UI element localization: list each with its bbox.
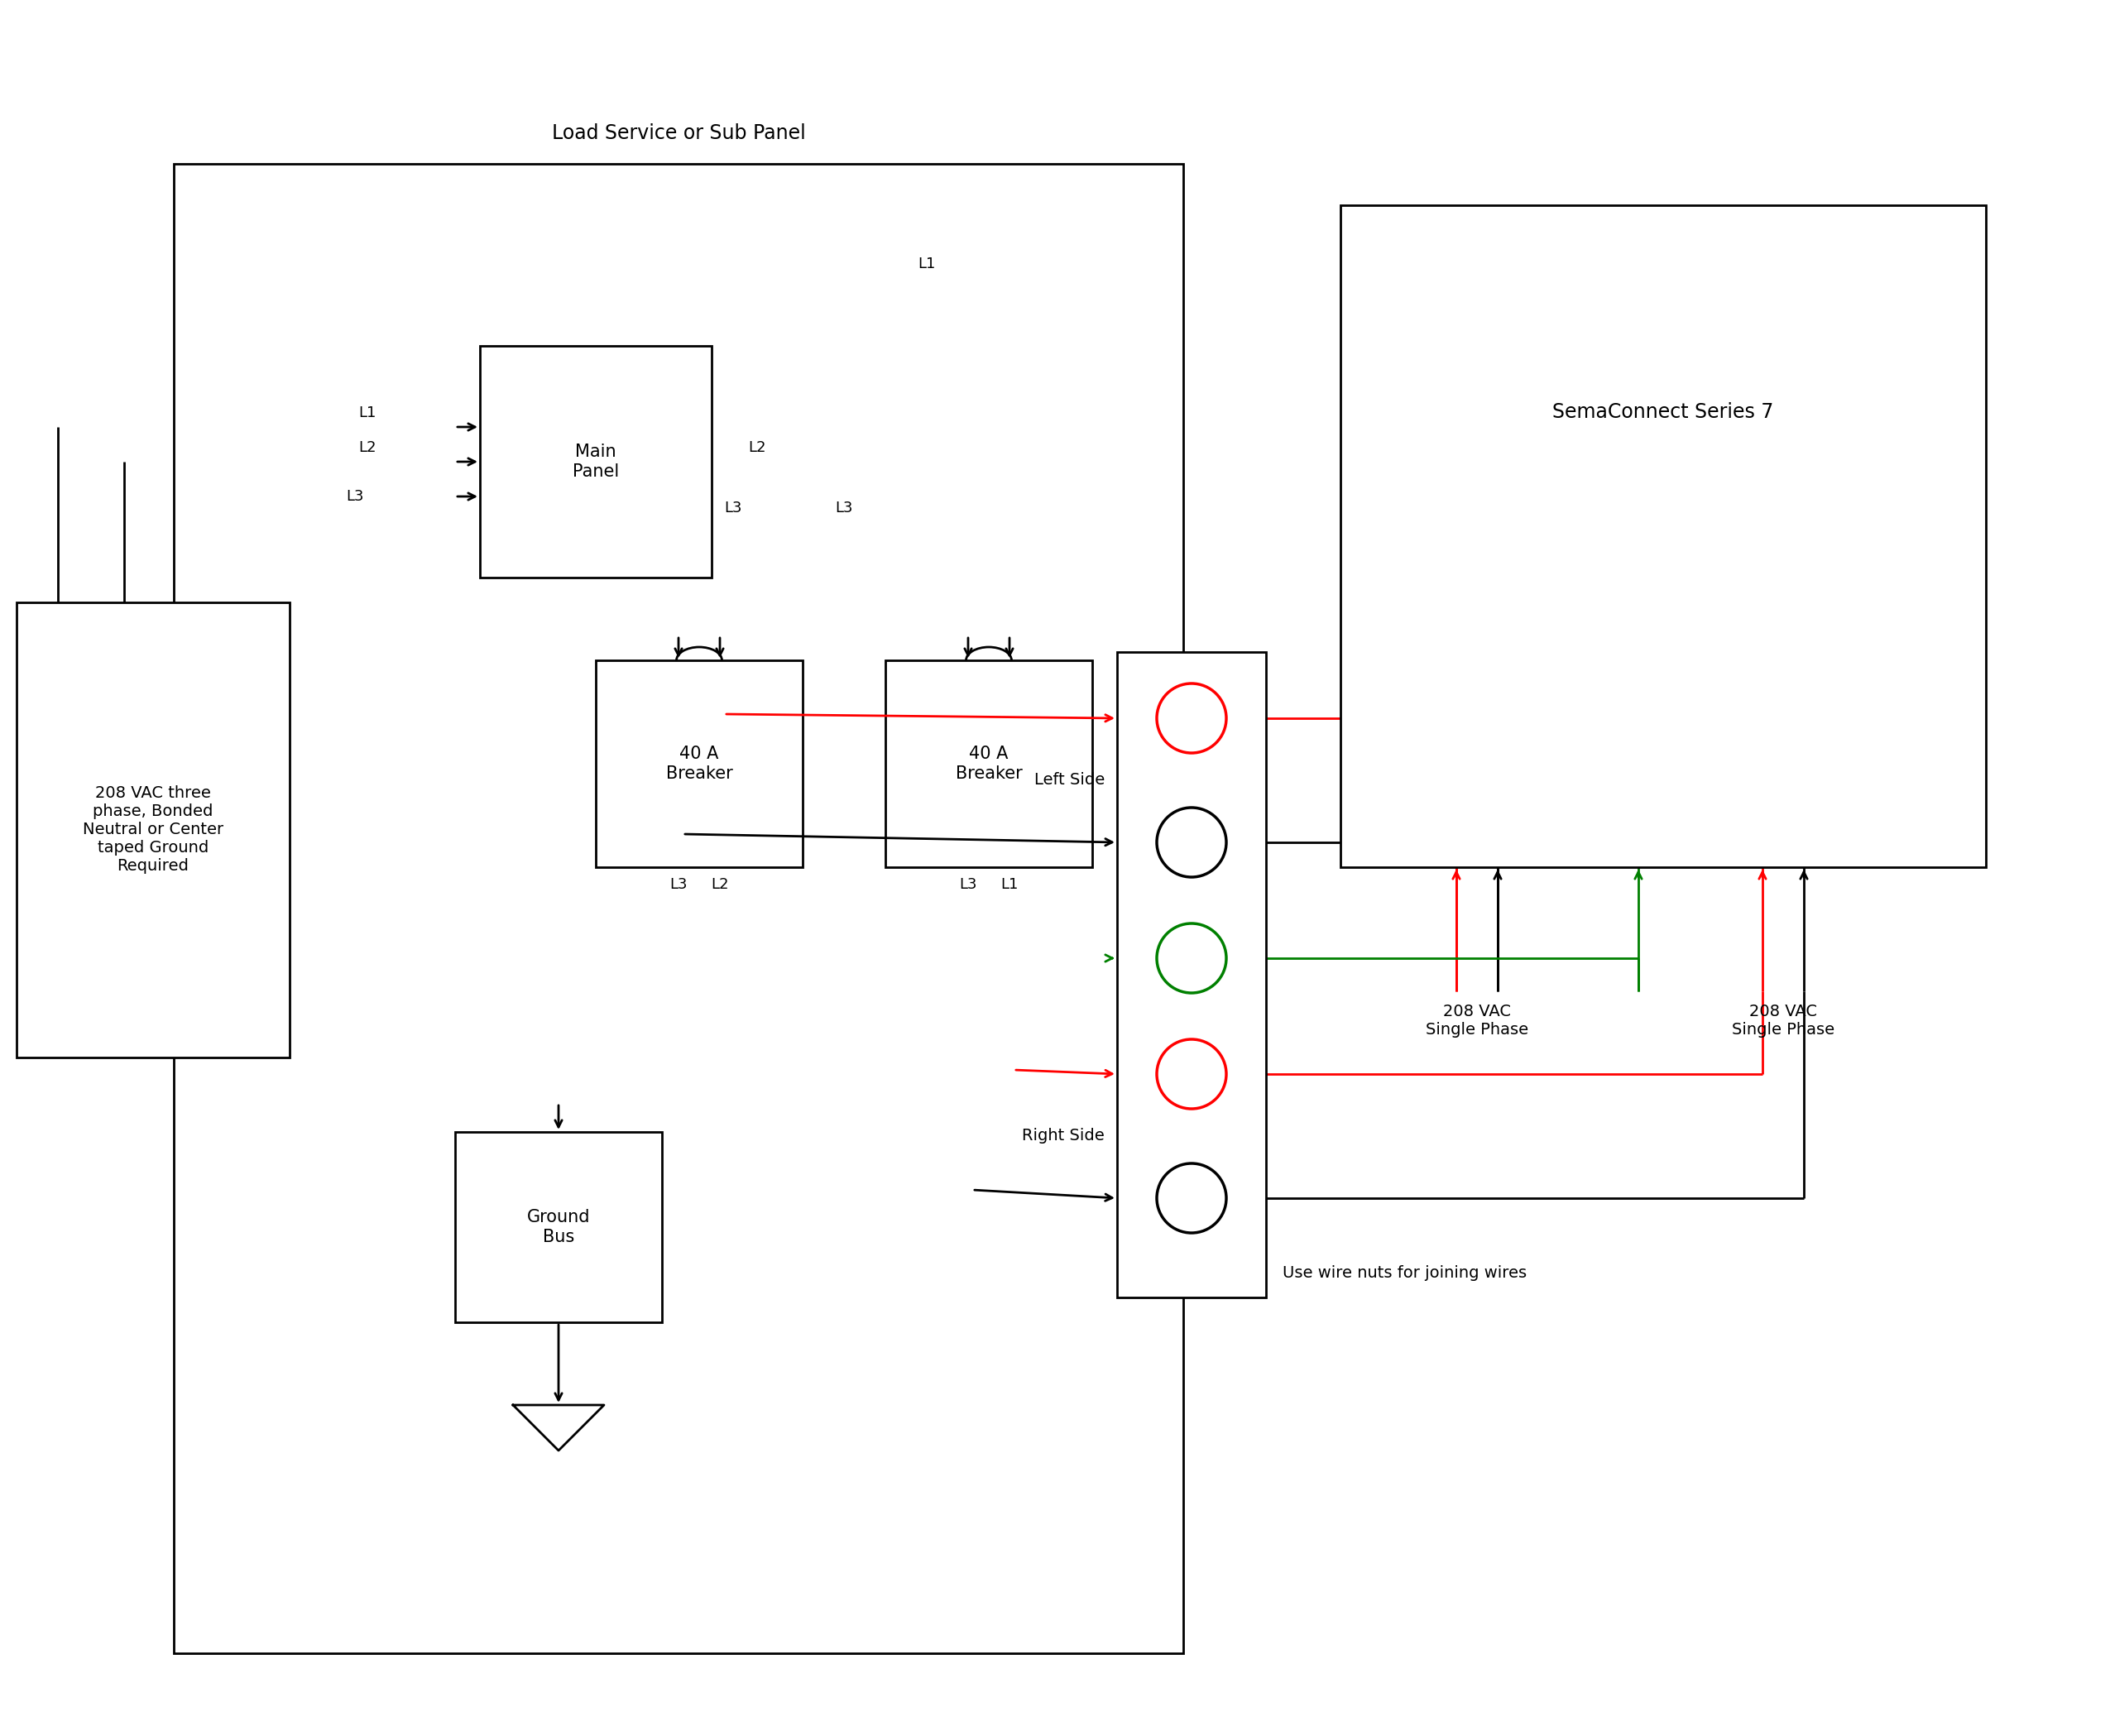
Text: L3: L3 bbox=[960, 877, 977, 892]
Text: 40 A
Breaker: 40 A Breaker bbox=[667, 746, 732, 781]
Text: Main
Panel: Main Panel bbox=[572, 444, 618, 479]
Text: L3: L3 bbox=[346, 490, 365, 503]
Bar bbox=[1340, 205, 1986, 868]
Text: Ground
Bus: Ground Bus bbox=[528, 1210, 591, 1245]
Text: L2: L2 bbox=[711, 877, 728, 892]
Text: L1: L1 bbox=[1000, 877, 1019, 892]
Text: Load Service or Sub Panel: Load Service or Sub Panel bbox=[551, 123, 806, 142]
Circle shape bbox=[1156, 1040, 1226, 1109]
Bar bbox=[456, 1132, 663, 1323]
Bar bbox=[595, 660, 802, 868]
Circle shape bbox=[1156, 684, 1226, 753]
Text: L1: L1 bbox=[918, 257, 935, 271]
Text: Right Side: Right Side bbox=[1021, 1128, 1106, 1144]
Text: L3: L3 bbox=[836, 500, 852, 516]
Text: 208 VAC three
phase, Bonded
Neutral or Center
taped Ground
Required: 208 VAC three phase, Bonded Neutral or C… bbox=[82, 786, 224, 875]
Bar bbox=[1116, 653, 1266, 1297]
Text: 208 VAC
Single Phase: 208 VAC Single Phase bbox=[1426, 1003, 1528, 1038]
Text: L1: L1 bbox=[359, 406, 376, 420]
Text: L2: L2 bbox=[749, 441, 766, 455]
Bar bbox=[173, 163, 1184, 1653]
Text: SemaConnect Series 7: SemaConnect Series 7 bbox=[1553, 403, 1775, 422]
Text: L3: L3 bbox=[669, 877, 688, 892]
Text: Use wire nuts for joining wires: Use wire nuts for joining wires bbox=[1283, 1266, 1528, 1281]
Text: Left Side: Left Side bbox=[1034, 773, 1106, 788]
Bar bbox=[886, 660, 1093, 868]
Text: L2: L2 bbox=[359, 441, 376, 455]
Text: 208 VAC
Single Phase: 208 VAC Single Phase bbox=[1732, 1003, 1834, 1038]
Bar bbox=[17, 602, 289, 1057]
Text: 40 A
Breaker: 40 A Breaker bbox=[956, 746, 1021, 781]
Text: L3: L3 bbox=[724, 500, 743, 516]
Circle shape bbox=[1156, 807, 1226, 877]
Bar bbox=[479, 345, 711, 578]
Circle shape bbox=[1156, 924, 1226, 993]
Circle shape bbox=[1156, 1163, 1226, 1233]
